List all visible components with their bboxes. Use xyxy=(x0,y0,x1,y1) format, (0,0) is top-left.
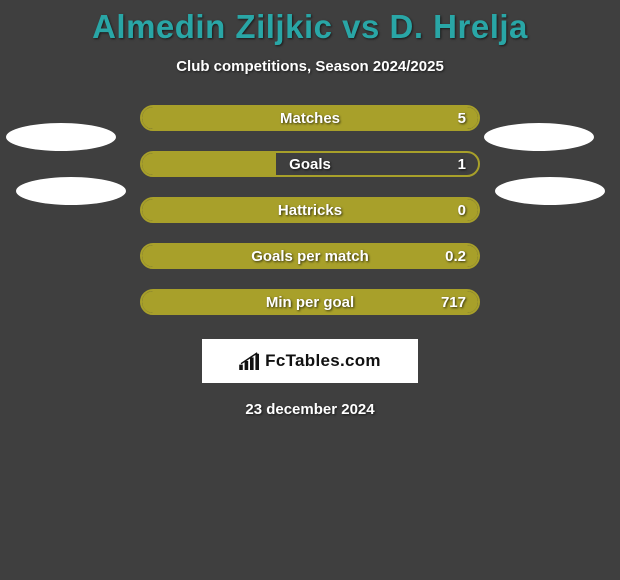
stat-value: 0.2 xyxy=(445,245,466,267)
stat-row: Hattricks0 xyxy=(140,197,480,223)
player-ellipse xyxy=(6,123,116,151)
watermark-text: FcTables.com xyxy=(265,351,381,371)
stat-row: Matches5 xyxy=(140,105,480,131)
comparison-card: Almedin Ziljkic vs D. Hrelja Club compet… xyxy=(0,0,620,418)
stat-value: 717 xyxy=(441,291,466,313)
player-ellipse xyxy=(495,177,605,205)
watermark: FcTables.com xyxy=(202,339,418,383)
stat-row: Min per goal717 xyxy=(140,289,480,315)
stat-label: Goals per match xyxy=(142,245,478,267)
date-label: 23 december 2024 xyxy=(0,401,620,418)
subtitle: Club competitions, Season 2024/2025 xyxy=(0,58,620,75)
player-ellipse xyxy=(484,123,594,151)
player-ellipse xyxy=(16,177,126,205)
stat-row: Goals1 xyxy=(140,151,480,177)
stat-value: 5 xyxy=(458,107,466,129)
stat-row: Goals per match0.2 xyxy=(140,243,480,269)
stat-label: Matches xyxy=(142,107,478,129)
stats-list: Matches5Goals1Hattricks0Goals per match0… xyxy=(140,105,480,315)
stat-label: Min per goal xyxy=(142,291,478,313)
stat-label: Goals xyxy=(142,153,478,175)
stat-value: 1 xyxy=(458,153,466,175)
stat-value: 0 xyxy=(458,199,466,221)
page-title: Almedin Ziljkic vs D. Hrelja xyxy=(0,8,620,46)
bar-chart-icon xyxy=(239,352,261,370)
stat-label: Hattricks xyxy=(142,199,478,221)
